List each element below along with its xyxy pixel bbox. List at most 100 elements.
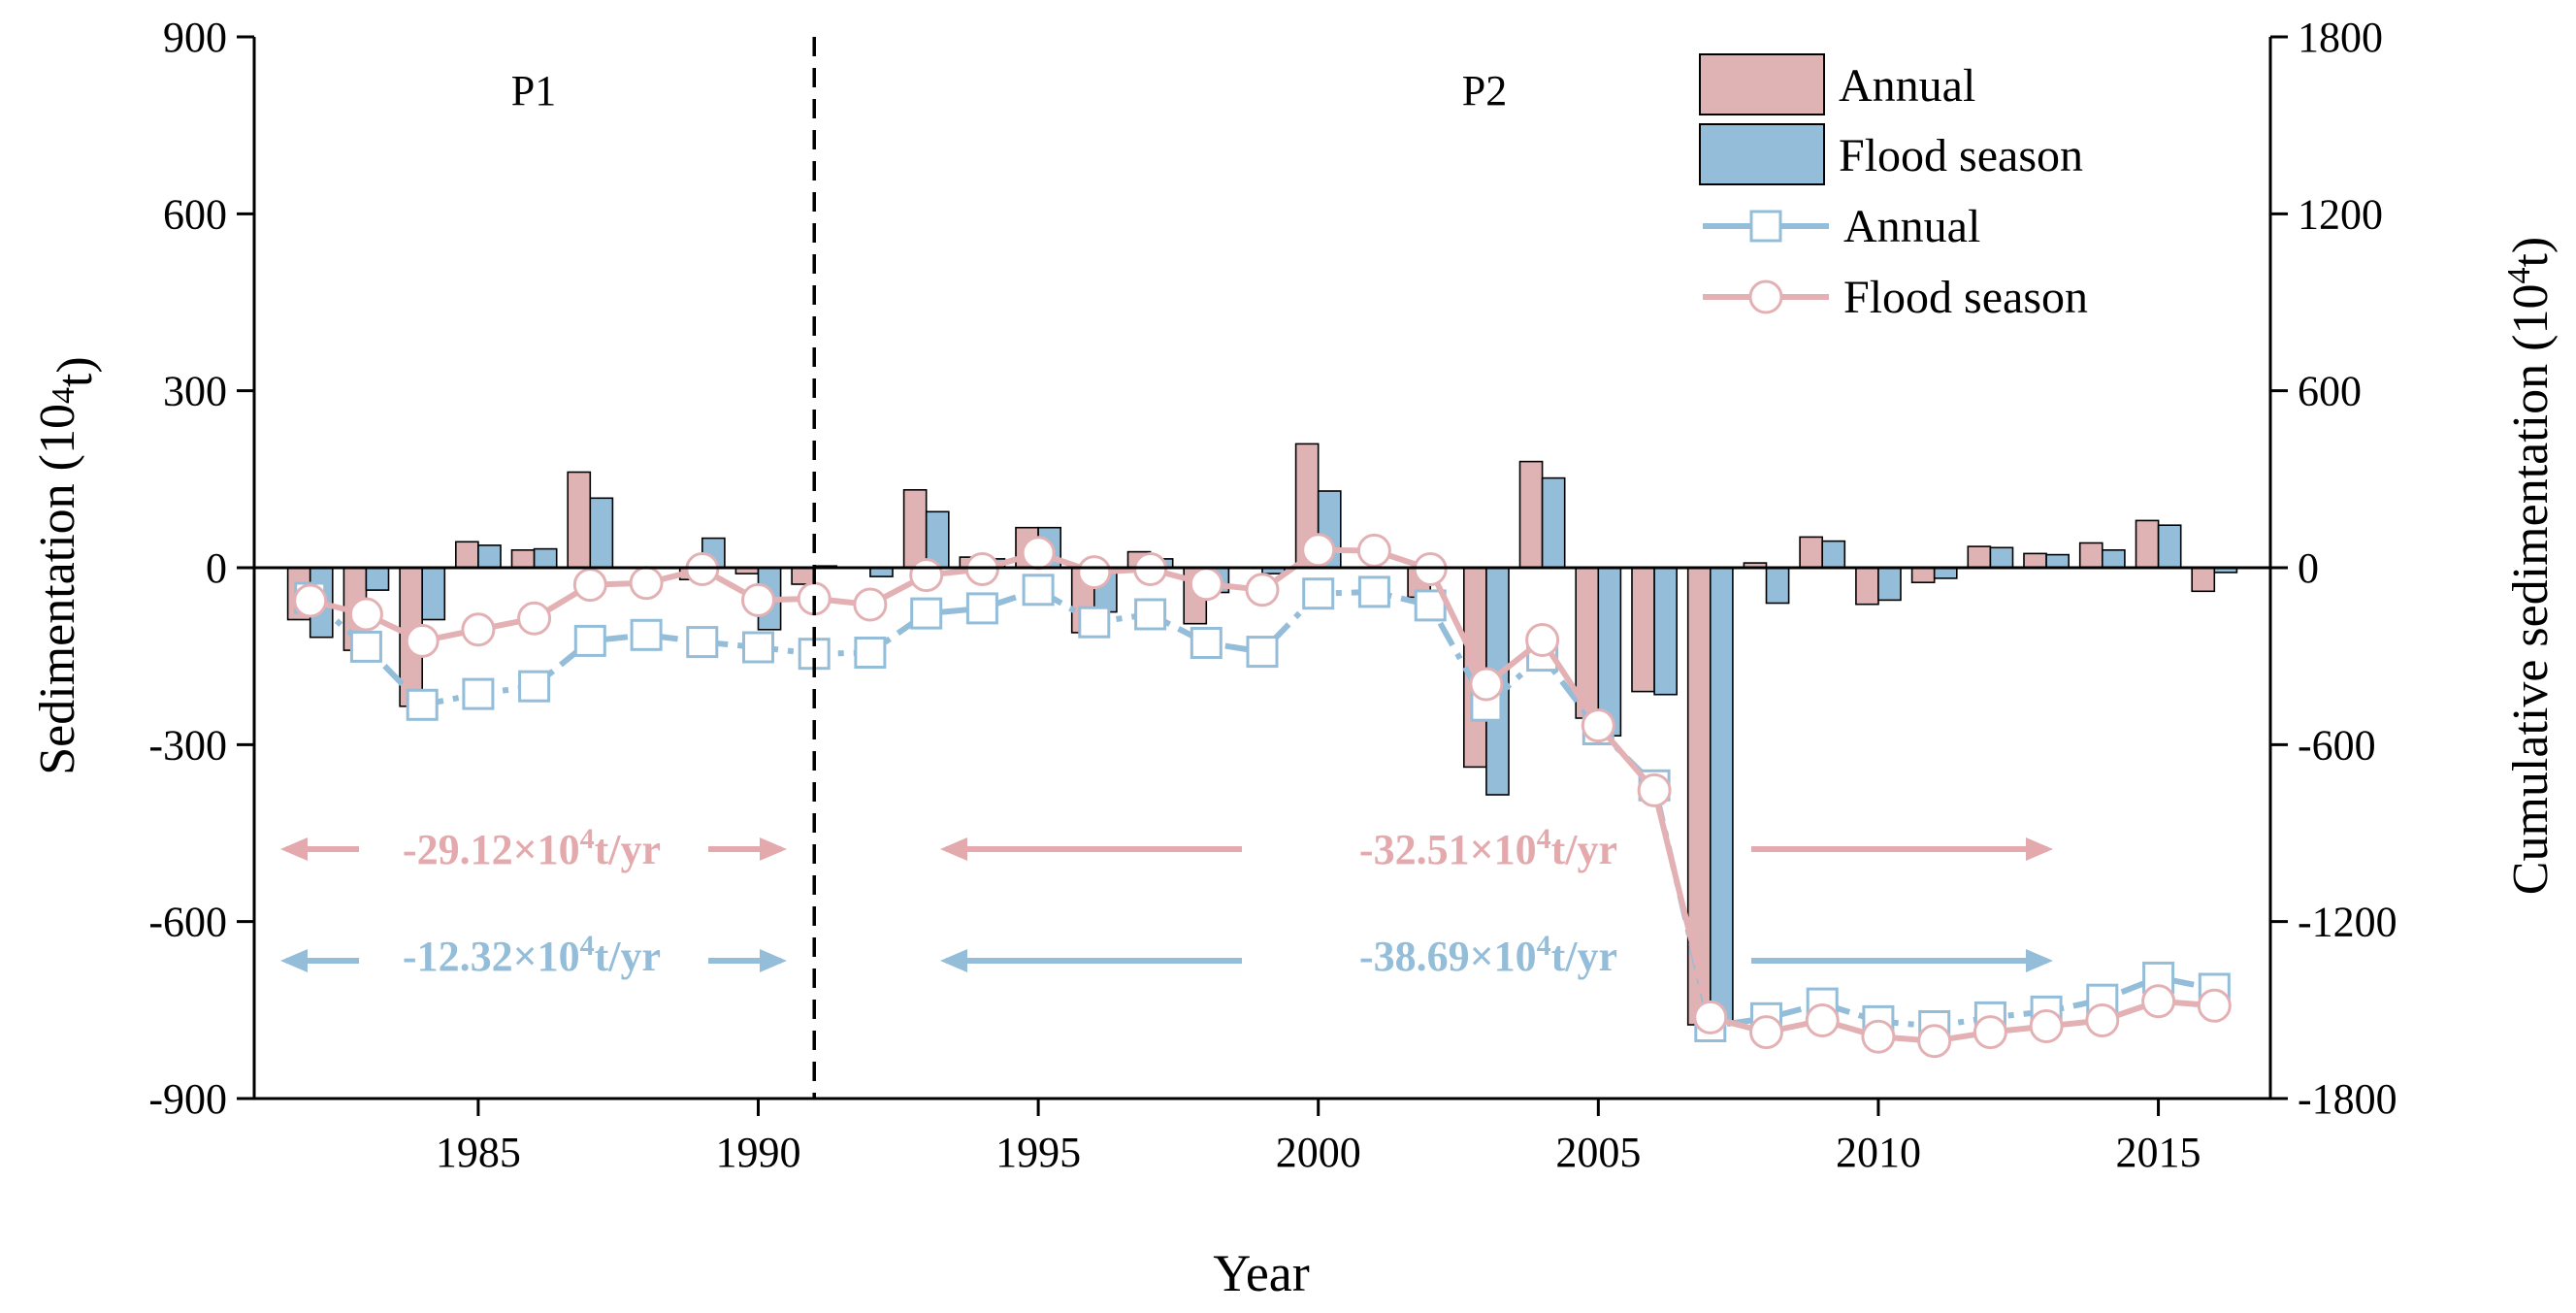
legend-swatch-flood-bar [1699,123,1825,185]
y-tick-label: 600 [163,190,227,238]
trend-arrow-head-p1-annual-right [760,837,787,861]
bar-annual-2015 [2135,519,2160,569]
x-tick-label: 2010 [1836,1129,1921,1176]
legend-label-flood-line: Flood season [1843,272,2088,323]
y-tick-label: 0 [206,544,227,592]
point-flood-2013 [2029,1009,2064,1043]
y-axis-title: Sedimentation (104t) [30,356,103,774]
y-tick-label: 300 [163,368,227,415]
trend-label-p1-annual: -29.12×104t/yr [403,823,661,873]
point-flood-1990 [741,582,775,617]
axes-layer: 900 600 300 0 -300 -600 -900 1800 1200 600 0 -600 -1… [148,14,2397,1176]
point-flood-2005 [1581,708,1615,743]
trend-arrow-head-p2-flood-right [2026,949,2053,972]
bar-annual-1991 [791,567,815,585]
bar-flood-2012 [1989,546,2014,569]
point-flood-1999 [1245,573,1280,607]
point-flood-2010 [1861,1019,1896,1054]
point-annual-1996 [1078,606,1111,639]
bar-annual-2006 [1631,567,1655,693]
point-flood-2008 [1749,1015,1783,1050]
point-flood-1993 [909,558,944,593]
y2-tick-label: -600 [2298,721,2376,769]
period-label-p1: P1 [511,67,556,115]
lines-layer [293,533,2232,1059]
legend-marker-annual-square [1749,210,1782,243]
legend-marker-flood-circle [1748,279,1783,314]
point-annual-1994 [965,592,998,625]
trend-arrow-head-p2-annual-left [940,837,967,861]
point-flood-2001 [1356,533,1391,568]
legend-label-annual-line: Annual [1843,201,1980,252]
y2-tick-label: 1800 [2298,14,2383,61]
bar-flood-2007 [1710,567,1734,1023]
y2-axis-title-sup: 4 [2501,268,2537,284]
x-tick-label: 2015 [2116,1129,2201,1176]
point-annual-2001 [1357,575,1390,608]
legend: Annual Flood season Annual Flood season [1699,53,2088,323]
point-annual-1985 [462,677,495,710]
trend-arrow-head-p1-annual-left [280,837,308,861]
bar-flood-1986 [533,547,558,569]
y-axis-title-tail: t) [48,356,103,387]
x-tick-label: 1990 [716,1129,801,1176]
point-annual-1990 [742,631,774,664]
trend-arrow-head-p1-flood-right [760,949,787,972]
bar-flood-2011 [1933,567,1958,579]
trend-arrow-head-p2-annual-right [2026,837,2053,861]
x-tick-label: 1995 [995,1129,1081,1176]
legend-label-flood-bar: Flood season [1839,130,2083,181]
bar-flood-2008 [1765,567,1790,605]
point-flood-2007 [1693,1000,1728,1034]
bar-flood-2013 [2045,553,2071,569]
point-flood-1998 [1189,567,1223,602]
point-flood-1996 [1077,555,1112,590]
point-annual-1999 [1246,636,1279,669]
y-tick-label: -300 [148,721,227,769]
point-flood-2012 [1973,1015,2007,1050]
point-flood-2015 [2141,984,2176,1019]
bar-flood-2010 [1877,567,1902,602]
trend-label-p2-flood: -38.69×104t/yr [1359,930,1617,980]
point-flood-1986 [517,601,552,636]
point-annual-1998 [1190,627,1223,659]
y2-tick-label: 0 [2298,544,2319,592]
point-flood-1988 [629,566,664,601]
bar-flood-1987 [589,497,614,569]
labels-layer: P1 P2 Year Sedimentation (104t) Cumulati… [30,67,2559,1302]
bar-flood-2014 [2102,548,2126,569]
bar-annual-2009 [1799,536,1823,569]
point-annual-1984 [406,688,439,721]
x-tick-label: 2000 [1276,1129,1361,1176]
point-flood-1995 [1021,536,1056,571]
y2-axis-title-tail: t) [2503,237,2559,268]
point-flood-2009 [1805,1003,1840,1037]
point-flood-1992 [853,587,888,622]
point-flood-2006 [1637,772,1672,807]
trend-arrow-head-p2-flood-left [940,949,967,972]
point-annual-1992 [854,637,887,669]
y2-tick-label: 600 [2298,368,2362,415]
bar-annual-2016 [2191,567,2216,593]
point-annual-1983 [349,630,382,663]
point-annual-2000 [1302,577,1335,610]
bar-annual-2011 [1910,567,1936,583]
point-annual-1986 [518,670,551,703]
point-annual-1993 [910,597,943,630]
trend-label-p2-annual: -32.51×104t/yr [1359,823,1617,873]
trend-label-p1-flood: -12.32×104t/yr [403,930,661,980]
point-flood-2016 [2197,988,2232,1023]
point-annual-1988 [630,618,663,651]
point-flood-1987 [572,568,607,603]
point-flood-2000 [1301,533,1336,568]
bar-annual-1985 [454,541,479,569]
bar-annual-1987 [567,471,592,569]
x-axis-title: Year [1213,1244,1310,1302]
period-label-p2: P2 [1462,67,1507,115]
point-flood-2014 [2085,1003,2120,1037]
bar-annual-2013 [2023,552,2047,569]
bar-flood-2004 [1541,476,1566,569]
point-flood-1984 [405,623,440,658]
bar-annual-2010 [1855,567,1879,606]
